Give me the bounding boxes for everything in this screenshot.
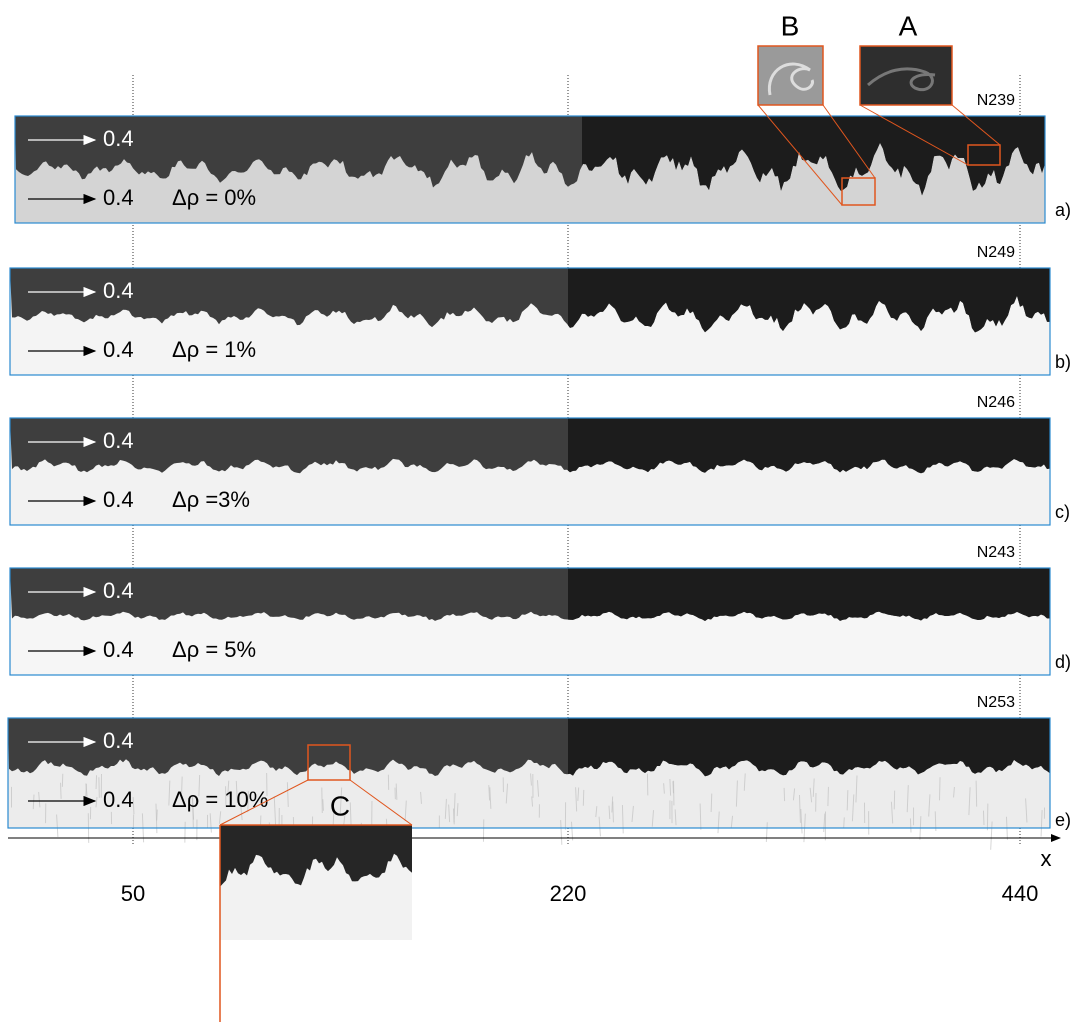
lower-speed: 0.4: [103, 787, 134, 812]
lower-speed: 0.4: [103, 337, 134, 362]
x-axis-label: x: [1041, 846, 1052, 871]
plume-streak: [983, 811, 984, 825]
inset-b-image: [758, 46, 823, 105]
figure: 0.40.4Δρ = 0%N239a)0.40.4Δρ = 1%N249b)0.…: [0, 0, 1077, 1022]
upper-speed: 0.4: [103, 728, 134, 753]
panel-label: a): [1055, 200, 1071, 220]
panel: 0.4 0.4 Δρ = 0% N239 a): [15, 92, 1071, 223]
inset-a-label: A: [899, 10, 918, 41]
page: {"insets": [{"label": "B"}, {"label": "A…: [0, 0, 1077, 1022]
x-tick-label: 220: [550, 881, 587, 906]
panel: 0.4 0.4 Δρ =3% N246 c): [10, 394, 1070, 525]
run-id: N246: [977, 394, 1015, 411]
run-id: N253: [977, 694, 1015, 711]
x-tick-label: 50: [121, 881, 145, 906]
panel-label: d): [1055, 652, 1071, 672]
plume-streak: [61, 783, 62, 799]
plume-streak: [847, 790, 848, 810]
panel: 0.4 0.4 Δρ = 5% N243 d): [10, 544, 1071, 675]
upper-speed: 0.4: [103, 578, 134, 603]
run-id: N243: [977, 544, 1015, 561]
lower-speed: 0.4: [103, 487, 134, 512]
plume-streak: [323, 799, 324, 811]
plume-streak: [844, 817, 845, 828]
lower-speed: 0.4: [103, 637, 134, 662]
panel-label: b): [1055, 352, 1071, 372]
density-difference: Δρ =3%: [172, 487, 250, 512]
plume-streak: [940, 777, 941, 800]
panel-label: e): [1055, 810, 1071, 830]
density-difference: Δρ = 1%: [172, 337, 256, 362]
run-id: N249: [977, 244, 1015, 261]
plume-streak: [86, 784, 87, 800]
upper-speed: 0.4: [103, 428, 134, 453]
plume-streak: [828, 787, 829, 806]
lower-speed: 0.4: [103, 185, 134, 210]
plume-streak: [910, 818, 911, 832]
run-id: N239: [977, 92, 1015, 109]
plume-streak: [670, 779, 671, 796]
inset-a-image: [860, 46, 952, 105]
density-difference: Δρ = 0%: [172, 185, 256, 210]
panel-label: c): [1055, 502, 1070, 522]
panels: 0.40.4Δρ = 0%N239a)0.40.4Δρ = 1%N249b)0.…: [8, 92, 1071, 850]
density-difference: Δρ = 5%: [172, 637, 256, 662]
inset-c-label: C: [330, 790, 350, 821]
plume-streak: [396, 784, 397, 800]
panel: 0.4 0.4 Δρ = 1% N249 b): [10, 244, 1071, 375]
upper-speed: 0.4: [103, 278, 134, 303]
x-tick-label: 440: [1002, 881, 1039, 906]
plume-streak: [613, 802, 614, 823]
plume-streak: [976, 781, 977, 807]
inset-b-label: B: [781, 10, 800, 41]
upper-speed: 0.4: [103, 126, 134, 151]
plume-streak: [711, 794, 712, 812]
plume-streak: [157, 810, 158, 821]
